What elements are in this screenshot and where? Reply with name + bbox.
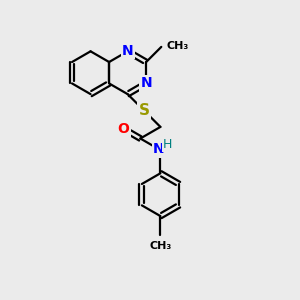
Text: N: N: [153, 142, 165, 157]
Text: S: S: [139, 103, 149, 118]
Text: N: N: [122, 44, 134, 58]
Text: N: N: [140, 76, 152, 90]
Text: CH₃: CH₃: [149, 241, 172, 251]
Text: O: O: [118, 122, 130, 136]
Text: CH₃: CH₃: [167, 41, 189, 51]
Text: H: H: [162, 138, 172, 151]
